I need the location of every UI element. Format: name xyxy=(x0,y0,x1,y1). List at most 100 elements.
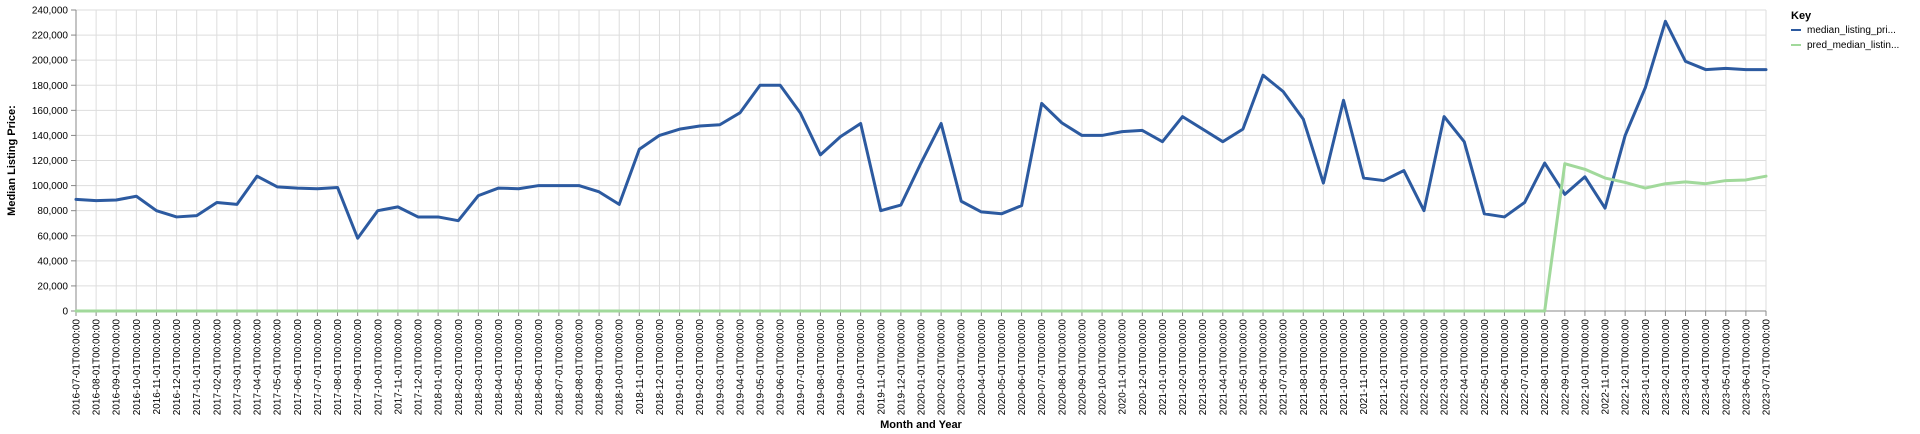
x-tick-label: 2019-09-01T00:00:00 xyxy=(836,319,847,416)
y-tick-label: 40,000 xyxy=(37,256,68,267)
series-lines xyxy=(74,19,1768,313)
x-tick-label: 2019-08-01T00:00:00 xyxy=(816,319,827,416)
x-tick-label: 2020-02-01T00:00:00 xyxy=(937,319,948,416)
x-tick-label: 2020-07-01T00:00:00 xyxy=(1037,319,1048,416)
x-tick-label: 2016-12-01T00:00:00 xyxy=(172,319,183,416)
x-tick-label: 2018-11-01T00:00:00 xyxy=(635,319,646,415)
x-tick-label: 2019-07-01T00:00:00 xyxy=(796,319,807,416)
x-tick-label: 2019-01-01T00:00:00 xyxy=(675,319,686,416)
x-tick-label: 2023-05-01T00:00:00 xyxy=(1721,319,1732,416)
x-tick-label: 2021-05-01T00:00:00 xyxy=(1238,319,1249,416)
x-tick-label: 2023-04-01T00:00:00 xyxy=(1701,319,1712,416)
x-tick-label: 2021-06-01T00:00:00 xyxy=(1259,319,1270,416)
x-tick-label: 2017-12-01T00:00:00 xyxy=(414,319,425,416)
x-tick-label: 2023-02-01T00:00:00 xyxy=(1661,319,1672,416)
x-tick-label: 2017-09-01T00:00:00 xyxy=(353,319,364,416)
x-tick-label: 2018-06-01T00:00:00 xyxy=(534,319,545,416)
x-tick-label: 2023-07-01T00:00:00 xyxy=(1762,319,1773,416)
y-tick-label: 200,000 xyxy=(32,56,69,67)
x-tick-label: 2023-06-01T00:00:00 xyxy=(1741,319,1752,416)
x-tick-label: 2022-09-01T00:00:00 xyxy=(1560,319,1571,416)
x-tick-label: 2019-05-01T00:00:00 xyxy=(756,319,767,416)
x-tick-label: 2019-02-01T00:00:00 xyxy=(695,319,706,416)
series-line-2 xyxy=(74,162,1768,313)
x-tick-label: 2018-09-01T00:00:00 xyxy=(595,319,606,416)
legend-label: pred_median_listin... xyxy=(1807,40,1899,51)
x-tick-label: 2019-06-01T00:00:00 xyxy=(776,319,787,416)
y-tick-label: 80,000 xyxy=(37,206,68,217)
y-tick-label: 160,000 xyxy=(32,106,69,117)
x-tick-label: 2022-07-01T00:00:00 xyxy=(1520,319,1531,416)
x-tick-label: 2021-01-01T00:00:00 xyxy=(1158,319,1169,416)
legend-label: median_listing_pri... xyxy=(1807,25,1896,36)
y-tick-label: 20,000 xyxy=(37,281,68,292)
x-tick-label: 2021-11-01T00:00:00 xyxy=(1359,319,1370,415)
x-tick-label: 2019-10-01T00:00:00 xyxy=(856,319,867,416)
x-tick-label: 2021-08-01T00:00:00 xyxy=(1299,319,1310,416)
legend: Key median_listing_pri... pred_median_lis… xyxy=(1791,10,1899,51)
x-tick-label: 2018-04-01T00:00:00 xyxy=(494,319,505,416)
x-tick-label: 2017-08-01T00:00:00 xyxy=(333,319,344,416)
x-tick-label: 2016-07-01T00:00:00 xyxy=(72,319,83,416)
x-tick-label: 2018-01-01T00:00:00 xyxy=(434,319,445,416)
x-tick-label: 2016-10-01T00:00:00 xyxy=(132,319,143,416)
x-tick-label: 2021-07-01T00:00:00 xyxy=(1279,319,1290,416)
x-tick-label: 2021-09-01T00:00:00 xyxy=(1319,319,1330,416)
x-tick-label: 2018-02-01T00:00:00 xyxy=(454,319,465,416)
x-tick-label: 2022-03-01T00:00:00 xyxy=(1440,319,1451,416)
x-tick-label: 2018-03-01T00:00:00 xyxy=(474,319,485,416)
x-tick-label: 2023-03-01T00:00:00 xyxy=(1681,319,1692,416)
x-tick-label: 2020-04-01T00:00:00 xyxy=(977,319,988,416)
x-tick-label: 2016-08-01T00:00:00 xyxy=(92,319,103,416)
x-tick-label: 2020-08-01T00:00:00 xyxy=(1057,319,1068,416)
x-tick-label: 2018-08-01T00:00:00 xyxy=(574,319,585,416)
x-tick-label: 2022-12-01T00:00:00 xyxy=(1621,319,1632,416)
x-tick-label: 2021-12-01T00:00:00 xyxy=(1379,319,1390,416)
x-tick-label: 2020-11-01T00:00:00 xyxy=(1118,319,1129,415)
x-tick-label: 2016-09-01T00:00:00 xyxy=(112,319,123,416)
x-tick-label: 2017-10-01T00:00:00 xyxy=(373,319,384,416)
x-tick-label: 2022-08-01T00:00:00 xyxy=(1540,319,1551,416)
x-tick-label: 2022-04-01T00:00:00 xyxy=(1460,319,1471,416)
x-tick-label: 2022-02-01T00:00:00 xyxy=(1419,319,1430,416)
x-tick-label: 2021-03-01T00:00:00 xyxy=(1198,319,1209,416)
y-tick-label: 140,000 xyxy=(32,131,69,142)
x-axis-title: Month and Year xyxy=(880,419,962,431)
y-tick-label: 180,000 xyxy=(32,81,69,92)
series-line-1 xyxy=(74,19,1768,240)
x-tick-label: 2018-12-01T00:00:00 xyxy=(655,319,666,416)
y-tick-label: 240,000 xyxy=(32,6,69,17)
x-tick-label: 2017-03-01T00:00:00 xyxy=(232,319,243,416)
y-tick-label: 60,000 xyxy=(37,231,68,242)
x-tick-label: 2018-07-01T00:00:00 xyxy=(554,319,565,416)
x-tick-label: 2019-04-01T00:00:00 xyxy=(735,319,746,416)
x-tick-label: 2020-06-01T00:00:00 xyxy=(1017,319,1028,416)
y-axis: 0 20,000 40,000 60,000 80,000 100,000 120,000 1… xyxy=(32,6,77,318)
x-tick-label: 2017-02-01T00:00:00 xyxy=(212,319,223,416)
x-tick-label: 2019-12-01T00:00:00 xyxy=(896,319,907,416)
x-tick-label: 2020-01-01T00:00:00 xyxy=(917,319,928,416)
x-tick-label: 2022-05-01T00:00:00 xyxy=(1480,319,1491,416)
x-tick-label: 2018-10-01T00:00:00 xyxy=(615,319,626,416)
x-tick-label: 2022-01-01T00:00:00 xyxy=(1399,319,1410,416)
x-tick-label: 2016-11-01T00:00:00 xyxy=(152,319,163,415)
x-tick-label: 2020-03-01T00:00:00 xyxy=(957,319,968,416)
x-tick-label: 2020-12-01T00:00:00 xyxy=(1138,319,1149,416)
x-tick-label: 2021-04-01T00:00:00 xyxy=(1218,319,1229,416)
x-tick-label: 2021-02-01T00:00:00 xyxy=(1178,319,1189,416)
x-tick-label: 2020-10-01T00:00:00 xyxy=(1098,319,1109,416)
y-tick-label: 100,000 xyxy=(32,181,69,192)
legend-title: Key xyxy=(1791,10,1812,22)
x-tick-label: 2022-11-01T00:00:00 xyxy=(1601,319,1612,415)
y-tick-label: 0 xyxy=(62,307,68,318)
x-tick-label: 2017-07-01T00:00:00 xyxy=(313,319,324,416)
x-tick-label: 2020-05-01T00:00:00 xyxy=(997,319,1008,416)
x-tick-label: 2018-05-01T00:00:00 xyxy=(514,319,525,416)
x-tick-label: 2022-06-01T00:00:00 xyxy=(1500,319,1511,416)
x-tick-label: 2017-05-01T00:00:00 xyxy=(273,319,284,416)
x-tick-label: 2021-10-01T00:00:00 xyxy=(1339,319,1350,416)
x-tick-label: 2022-10-01T00:00:00 xyxy=(1580,319,1591,416)
y-tick-label: 120,000 xyxy=(32,156,69,167)
x-tick-label: 2017-01-01T00:00:00 xyxy=(192,319,203,416)
